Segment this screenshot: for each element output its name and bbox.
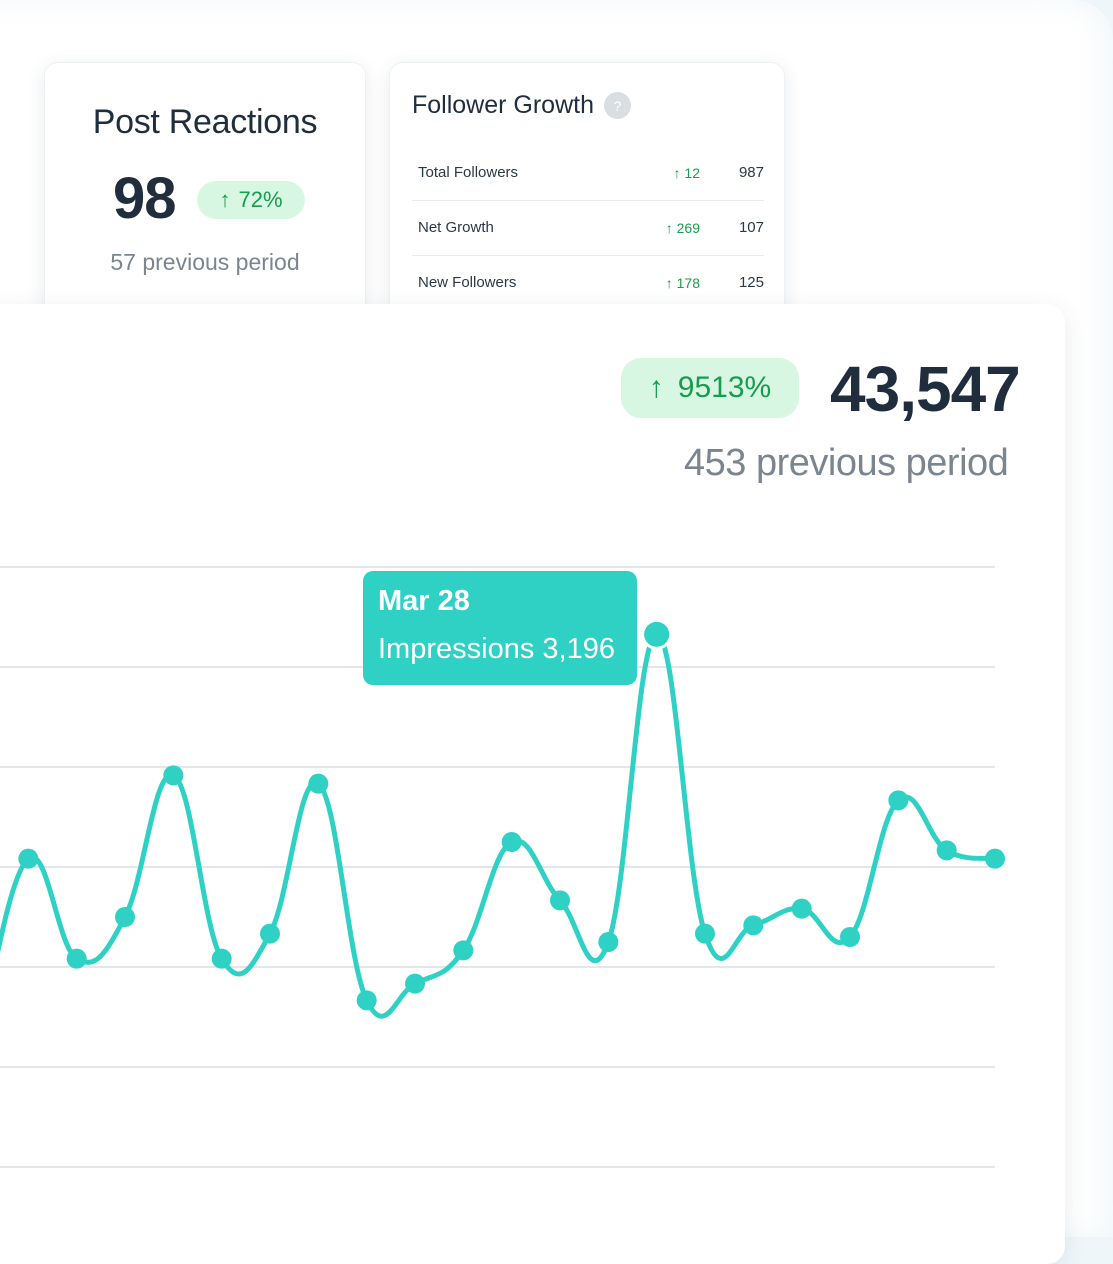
data-point[interactable] bbox=[18, 848, 39, 869]
follower-growth-header: Follower Growth ? bbox=[412, 91, 631, 120]
post-reactions-card[interactable]: Post Reactions 98 ↑ 72% 57 previous peri… bbox=[44, 62, 366, 326]
impressions-previous: 453 previous period bbox=[684, 442, 1009, 484]
help-icon[interactable]: ? bbox=[604, 92, 631, 119]
follower-growth-card[interactable]: Follower Growth ? Total Followers ↑ 12 9… bbox=[389, 62, 785, 326]
data-point[interactable] bbox=[260, 923, 280, 944]
follower-row-value: 987 bbox=[738, 164, 764, 181]
data-point[interactable] bbox=[791, 898, 812, 919]
data-point[interactable] bbox=[840, 927, 860, 947]
post-reactions-previous: 57 previous period bbox=[110, 249, 300, 275]
arrow-up-icon: ↑ bbox=[673, 164, 681, 181]
impressions-series-line bbox=[0, 631, 998, 1019]
tooltip-value: Impressions 3,196 bbox=[378, 633, 615, 665]
arrow-up-icon: ↑ bbox=[648, 371, 664, 404]
follower-row-value: 125 bbox=[738, 274, 764, 291]
data-point[interactable] bbox=[405, 973, 425, 994]
follower-row-change: ↑ 269 bbox=[665, 219, 700, 236]
follower-row-label: Net Growth bbox=[418, 219, 494, 236]
data-point[interactable] bbox=[115, 907, 135, 927]
post-reactions-title: Post Reactions bbox=[92, 103, 318, 141]
post-reactions-change: 72% bbox=[238, 187, 283, 212]
chart-tooltip: Mar 28 Impressions 3,196 bbox=[363, 571, 637, 685]
follower-row-change: ↑ 178 bbox=[665, 274, 700, 291]
impressions-change-badge: ↑ 9513% bbox=[621, 358, 799, 418]
data-point[interactable] bbox=[501, 832, 522, 852]
data-point[interactable] bbox=[695, 923, 715, 944]
data-point[interactable] bbox=[356, 990, 377, 1011]
impressions-value: 43,547 bbox=[830, 353, 1021, 425]
data-point[interactable] bbox=[936, 840, 957, 861]
follower-row: Net Growth ↑ 269 107 bbox=[412, 200, 764, 256]
follower-row-label: Total Followers bbox=[418, 164, 519, 181]
data-point[interactable] bbox=[453, 940, 474, 961]
data-point[interactable] bbox=[598, 932, 619, 952]
data-point[interactable] bbox=[163, 765, 184, 786]
tooltip-date: Mar 28 bbox=[378, 585, 470, 617]
follower-row-value: 107 bbox=[738, 219, 764, 236]
data-point[interactable] bbox=[211, 948, 232, 969]
data-point[interactable] bbox=[888, 790, 909, 811]
follower-row: New Followers ↑ 178 125 bbox=[412, 255, 764, 310]
data-point[interactable] bbox=[743, 915, 764, 936]
arrow-up-icon: ↑ bbox=[219, 187, 231, 212]
arrow-up-icon: ↑ bbox=[665, 274, 673, 291]
highlighted-data-point[interactable] bbox=[641, 618, 673, 650]
follower-row-label: New Followers bbox=[418, 274, 517, 291]
post-reactions-value: 98 bbox=[113, 166, 177, 231]
impressions-change: 9513% bbox=[677, 371, 772, 404]
data-point[interactable] bbox=[985, 848, 1005, 869]
follower-row: Total Followers ↑ 12 987 bbox=[412, 145, 764, 201]
arrow-up-icon: ↑ bbox=[665, 219, 673, 236]
data-point[interactable] bbox=[308, 773, 329, 794]
post-reactions-change-badge: ↑ 72% bbox=[197, 181, 305, 219]
chart-points bbox=[18, 618, 1005, 1011]
data-point[interactable] bbox=[66, 948, 87, 969]
data-point[interactable] bbox=[550, 890, 570, 911]
follower-growth-title: Follower Growth bbox=[412, 91, 594, 119]
follower-row-change: ↑ 12 bbox=[673, 164, 700, 181]
